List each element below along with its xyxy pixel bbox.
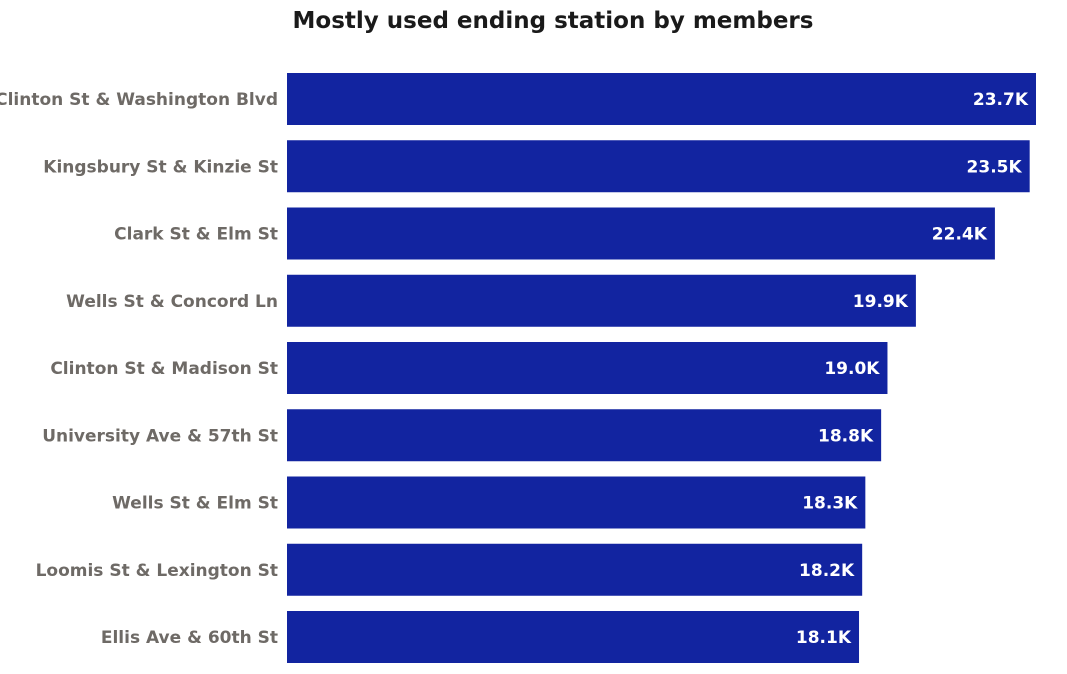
value-label: 18.2K [799, 561, 855, 581]
bar [287, 611, 860, 663]
bar [287, 342, 888, 394]
category-label: Ellis Ave & 60th St [101, 628, 278, 648]
category-label: Wells St & Concord Ln [66, 292, 278, 312]
category-label: University Ave & 57th St [42, 426, 278, 446]
category-label: Kingsbury St & Kinzie St [43, 157, 278, 177]
value-label: 19.9K [853, 292, 909, 312]
bar [287, 274, 916, 327]
bars-group [287, 73, 1036, 663]
value-label: 19.0K [824, 359, 880, 379]
bar [287, 409, 882, 462]
bar [287, 140, 1030, 193]
value-label: 23.7K [973, 90, 1029, 110]
bar [287, 73, 1036, 125]
category-label: Wells St & Elm St [112, 494, 278, 514]
category-label: Clinton St & Madison St [50, 359, 278, 379]
bar [287, 543, 863, 596]
value-label: 18.1K [796, 628, 852, 648]
bar [287, 207, 995, 260]
value-label: 18.8K [818, 426, 874, 446]
value-label: 22.4K [932, 225, 988, 245]
category-label: Clark St & Elm St [114, 225, 278, 245]
value-label: 18.3K [802, 494, 858, 514]
bar [287, 476, 866, 529]
value-labels: 23.7K 23.5K 22.4K 19.9K 19.0K 18.8K 18.3K 18.2K… [796, 90, 1029, 648]
chart-title: Mostly used ending station by members [293, 8, 814, 34]
value-label: 23.5K [967, 157, 1023, 177]
category-labels: Clinton St & Washington Blvd Kingsbury St… [0, 90, 278, 648]
category-label: Loomis St & Lexington St [36, 561, 278, 581]
category-label: Clinton St & Washington Blvd [0, 90, 278, 110]
